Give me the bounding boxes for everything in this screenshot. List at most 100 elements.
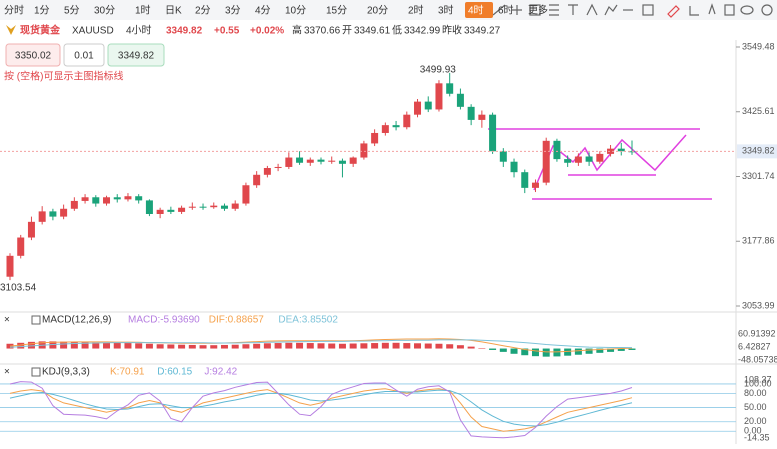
icon-pen[interactable] — [708, 3, 716, 15]
timeframe-tab[interactable]: 4时 — [468, 5, 484, 17]
timeframe-tab[interactable]: 30分 — [94, 5, 115, 17]
timeframe-tab[interactable]: 1时 — [135, 5, 151, 17]
y-tick-label: 50.00 — [744, 402, 767, 412]
macd-line — [9, 338, 633, 353]
icon-trash[interactable] — [724, 4, 735, 16]
y-tick-label: 80.00 — [744, 388, 767, 398]
macd-bar — [81, 342, 89, 349]
macd-bar — [306, 343, 314, 349]
toolbar-bg — [0, 0, 777, 20]
timeframe-tab[interactable]: 更多 — [528, 4, 548, 17]
candle-body — [478, 114, 486, 120]
close-icon[interactable]: × — [4, 315, 10, 326]
close-icon[interactable]: × — [4, 367, 10, 378]
candle-body — [317, 159, 325, 162]
timeframe-tab[interactable]: 1分 — [34, 5, 50, 17]
timeframe-tab[interactable]: 10分 — [285, 5, 306, 17]
lots-box[interactable] — [63, 43, 105, 67]
sell-price[interactable]: 3350.02 — [15, 51, 52, 62]
sell-box[interactable] — [5, 43, 61, 67]
icon-magnet[interactable] — [689, 6, 699, 16]
timeframe-tab[interactable]: 分时 — [4, 5, 24, 17]
macd-bar — [489, 348, 497, 350]
candle-body — [92, 197, 100, 204]
candle-body — [17, 237, 25, 256]
macd-bar — [167, 344, 175, 349]
icon-eye[interactable] — [740, 5, 754, 15]
macd-bar — [467, 346, 475, 349]
timeframe-tab[interactable]: 20分 — [367, 5, 388, 17]
macd-bar — [328, 343, 336, 349]
candle-body — [349, 157, 357, 164]
collapse-icon[interactable] — [31, 315, 41, 325]
instrument-name: 现货黄金 — [20, 24, 61, 37]
candle-body — [456, 93, 464, 107]
timeframe-tab[interactable]: 2分 — [195, 5, 211, 17]
stat-value: 3370.66 — [304, 26, 341, 37]
macd-bar — [263, 343, 271, 349]
macd-bar — [145, 343, 153, 349]
macd-bar — [596, 348, 604, 353]
icon-settings[interactable] — [761, 4, 773, 16]
candle-body — [414, 101, 422, 115]
macd-bar — [617, 348, 625, 351]
candle-body — [156, 209, 164, 214]
candle-body — [285, 157, 293, 167]
candle-body — [489, 114, 497, 152]
timeframe-tab[interactable]: 日K — [165, 6, 182, 17]
timeframe-tab[interactable]: 6时 — [498, 5, 514, 17]
interval[interactable]: 4小时 — [126, 25, 152, 37]
kdj-line — [9, 388, 633, 432]
macd-bar — [199, 345, 207, 349]
kdj-line — [9, 389, 633, 427]
macd-bar — [456, 345, 464, 349]
candle-body — [403, 114, 411, 128]
icon-cross — [512, 5, 522, 15]
candle-body — [574, 156, 582, 163]
stat-label: 开 — [342, 26, 352, 37]
candle-body — [199, 206, 207, 208]
icon-wave — [604, 4, 618, 16]
candle-body — [178, 207, 186, 212]
candle-body — [424, 101, 432, 110]
indicator-readout: D:60.15 — [157, 367, 192, 378]
timeframe-tab[interactable]: 2时 — [408, 5, 424, 17]
timeframe-tab[interactable]: 3时 — [438, 5, 454, 17]
macd-bar — [628, 348, 636, 350]
icon-lines — [549, 4, 559, 16]
lots[interactable]: 0.01 — [74, 51, 94, 62]
candle-body — [542, 140, 550, 183]
macd-bar — [553, 348, 561, 357]
buy-box[interactable] — [107, 43, 165, 67]
macd-bar — [414, 343, 422, 349]
candle-body — [167, 209, 175, 212]
timeframe-tab[interactable]: 4分 — [255, 5, 271, 17]
candle-body — [60, 208, 68, 217]
timeframe-tab[interactable]: 3分 — [225, 5, 241, 17]
candle-body — [521, 172, 529, 188]
candle-body — [296, 157, 304, 163]
stat-value: 3349.61 — [354, 26, 391, 37]
stat-label: 高 — [292, 24, 302, 37]
macd-bar — [574, 348, 582, 355]
macd-bar — [178, 344, 186, 349]
macd-bar — [510, 348, 518, 354]
buy-price[interactable]: 3349.82 — [118, 51, 155, 62]
timeframe-tab[interactable]: 5分 — [64, 5, 80, 17]
macd-bar — [296, 342, 304, 349]
candle-body — [242, 185, 250, 204]
change-pct: +0.02% — [250, 26, 284, 37]
indicator-label: KDJ(9,3,3) — [42, 367, 90, 378]
price-tag — [737, 144, 777, 159]
candle-body — [6, 255, 14, 277]
macd-bar — [360, 343, 368, 349]
candle-body — [596, 153, 604, 162]
timeframe-tab[interactable]: 15分 — [326, 5, 347, 17]
candle-body — [103, 197, 111, 204]
icon-eraser[interactable] — [667, 5, 680, 18]
macd-bar — [103, 342, 111, 349]
macd-bar — [521, 348, 529, 356]
y-tick-label: 60.91392 — [738, 328, 776, 338]
collapse-icon[interactable] — [31, 367, 41, 377]
